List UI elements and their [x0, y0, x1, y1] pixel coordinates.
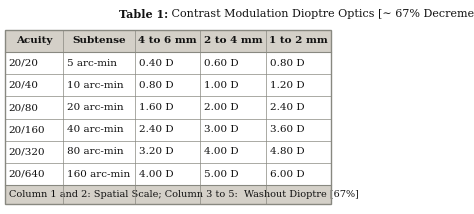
- Text: 0.40 D: 0.40 D: [139, 59, 174, 68]
- Text: 10 arc-min: 10 arc-min: [67, 81, 124, 90]
- Text: 20 arc-min: 20 arc-min: [67, 103, 124, 112]
- Text: 3.20 D: 3.20 D: [139, 147, 174, 156]
- FancyBboxPatch shape: [5, 52, 331, 74]
- Text: 20/640: 20/640: [9, 169, 46, 178]
- FancyBboxPatch shape: [5, 74, 331, 97]
- Text: 40 arc-min: 40 arc-min: [67, 125, 124, 134]
- Text: 4.00 D: 4.00 D: [204, 147, 239, 156]
- Text: Subtense: Subtense: [73, 37, 126, 46]
- Text: 2 to 4 mm: 2 to 4 mm: [204, 37, 262, 46]
- FancyBboxPatch shape: [5, 97, 331, 119]
- Text: 160 arc-min: 160 arc-min: [67, 169, 131, 178]
- Text: 2.40 D: 2.40 D: [270, 103, 304, 112]
- FancyBboxPatch shape: [5, 163, 331, 185]
- Text: 0.80 D: 0.80 D: [270, 59, 304, 68]
- FancyBboxPatch shape: [5, 119, 331, 141]
- Text: Table 1:: Table 1:: [118, 9, 168, 20]
- Text: 4.80 D: 4.80 D: [270, 147, 304, 156]
- Text: 1.00 D: 1.00 D: [204, 81, 239, 90]
- Text: 1 to 2 mm: 1 to 2 mm: [269, 37, 328, 46]
- Text: 20/80: 20/80: [9, 103, 39, 112]
- Text: Acuity: Acuity: [16, 37, 52, 46]
- Text: 20/20: 20/20: [9, 59, 39, 68]
- Text: Column 1 and 2: Spatial Scale; Column 3 to 5:  Washout Dioptre [67%]: Column 1 and 2: Spatial Scale; Column 3 …: [9, 190, 359, 199]
- Text: 2.40 D: 2.40 D: [139, 125, 174, 134]
- Text: Contrast Modulation Dioptre Optics [∼ 67% Decrement]: Contrast Modulation Dioptre Optics [∼ 67…: [168, 9, 474, 19]
- FancyBboxPatch shape: [5, 30, 331, 52]
- Text: 5 arc-min: 5 arc-min: [67, 59, 118, 68]
- Text: 20/40: 20/40: [9, 81, 39, 90]
- Text: 4.00 D: 4.00 D: [139, 169, 174, 178]
- Text: 5.00 D: 5.00 D: [204, 169, 239, 178]
- Text: 6.00 D: 6.00 D: [270, 169, 304, 178]
- FancyBboxPatch shape: [5, 141, 331, 163]
- Text: 1.60 D: 1.60 D: [139, 103, 174, 112]
- Text: 0.60 D: 0.60 D: [204, 59, 239, 68]
- Text: 80 arc-min: 80 arc-min: [67, 147, 124, 156]
- Text: 3.00 D: 3.00 D: [204, 125, 239, 134]
- Text: 20/320: 20/320: [9, 147, 46, 156]
- Text: 0.80 D: 0.80 D: [139, 81, 174, 90]
- FancyBboxPatch shape: [5, 185, 331, 204]
- Text: 4 to 6 mm: 4 to 6 mm: [138, 37, 197, 46]
- Text: 3.60 D: 3.60 D: [270, 125, 304, 134]
- Text: 2.00 D: 2.00 D: [204, 103, 239, 112]
- Text: 1.20 D: 1.20 D: [270, 81, 304, 90]
- Text: 20/160: 20/160: [9, 125, 46, 134]
